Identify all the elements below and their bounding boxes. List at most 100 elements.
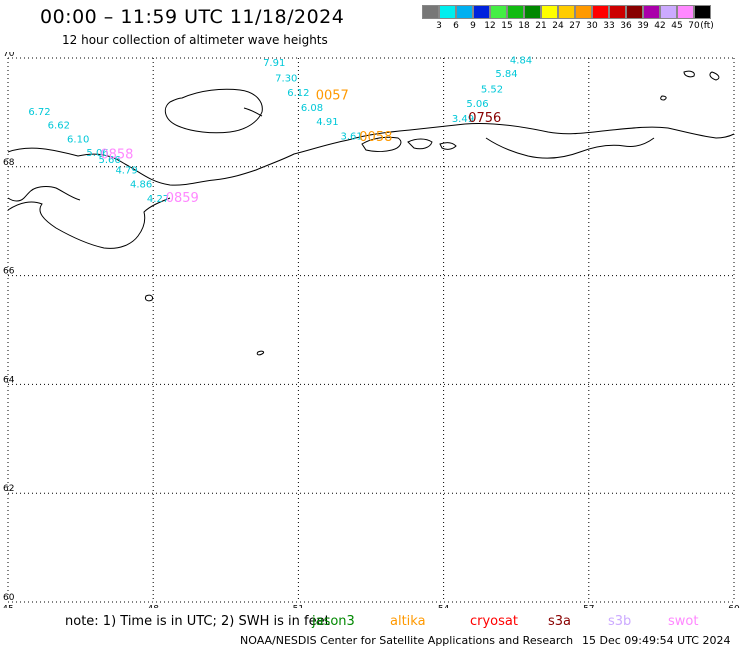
scale-swatch — [507, 5, 524, 19]
kolguev-island — [164, 88, 263, 134]
scale-swatch — [524, 5, 541, 19]
lat-tick-label: 66 — [3, 267, 15, 277]
scale-label: 6 — [453, 21, 459, 31]
scale-swatch — [490, 5, 507, 19]
lat-tick-label: 68 — [3, 158, 15, 168]
lat-tick-label: 60 — [3, 593, 15, 603]
islet-b — [256, 350, 265, 356]
swh-value-label: 6.08 — [301, 103, 323, 114]
swh-value-label: 7.30 — [275, 73, 297, 84]
islet-a — [145, 294, 153, 302]
scale-label: 9 — [470, 21, 476, 31]
credit-line: NOAA/NESDIS Center for Satellite Applica… — [240, 634, 574, 647]
kolguev-spit — [243, 107, 263, 117]
scale-swatch — [626, 5, 643, 19]
scale-swatch — [456, 5, 473, 19]
mezen-bay-coast — [7, 197, 171, 249]
map-subtitle: 12 hour collection of altimeter wave hei… — [62, 33, 328, 47]
scale-swatch — [592, 5, 609, 19]
mission-legend-item: s3a — [548, 614, 572, 629]
east-islets — [660, 70, 720, 101]
map-frame — [8, 58, 734, 602]
mission-legend-item: altika — [390, 614, 426, 629]
pass-time-label: 0756 — [468, 111, 501, 126]
swh-value-label: 3.49 — [452, 114, 474, 125]
coastline — [7, 70, 735, 356]
swh-value-label: 4.86 — [130, 179, 152, 190]
scale-swatch — [643, 5, 660, 19]
scale-swatch — [439, 5, 456, 19]
pass-time-label: 0057 — [316, 88, 349, 103]
swh-value-label: 3.61 — [341, 132, 363, 143]
scale-swatch — [677, 5, 694, 19]
pass-time-label: 0859 — [166, 191, 199, 206]
kanin-peninsula-coast — [7, 123, 466, 186]
swh-value-label: 5.52 — [481, 84, 503, 95]
lat-tick-label: 70 — [3, 52, 15, 59]
swh-value-label: 6.62 — [48, 121, 70, 132]
scale-swatch — [694, 5, 711, 19]
scale-label: 3 — [436, 21, 442, 31]
scale-swatch — [575, 5, 592, 19]
pechora-sea-coast — [464, 122, 735, 139]
swh-value-label: 5.84 — [495, 69, 517, 80]
lon-tick-label: 54 — [438, 605, 450, 608]
mission-legend-item: cryosat — [470, 614, 518, 629]
wave-height-labels: 7.91 7.30 6.12 6.08 4.913.61 6.72 6.62 6.10 5.06… — [28, 55, 532, 205]
mission-legend-item: s3b — [608, 614, 632, 629]
scale-label: 21 — [535, 21, 547, 31]
scale-swatch — [541, 5, 558, 19]
swh-value-label: 4.79 — [115, 165, 137, 176]
swh-value-label: 6.12 — [287, 88, 309, 99]
swh-value-label: 6.10 — [67, 134, 89, 145]
scale-label: 33 — [603, 21, 615, 31]
lat-tick-label: 64 — [3, 375, 15, 385]
mission-legend: jason3 altika cryosat s3a s3b swot — [0, 614, 740, 630]
lon-tick-label: 45 — [2, 605, 13, 608]
swh-value-label: 5.06 — [466, 99, 488, 110]
west-shore — [7, 186, 81, 202]
scale-label: 39 — [637, 21, 649, 31]
lat-tick-label: 62 — [3, 484, 14, 494]
scale-swatch — [609, 5, 626, 19]
lon-tick-label: 60 — [728, 605, 740, 608]
mission-legend-item: jason3 — [312, 614, 355, 629]
lon-tick-label: 57 — [583, 605, 594, 608]
mission-legend-item: swot — [668, 614, 699, 629]
graticule — [7, 57, 735, 603]
altimeter-map: 45 48 51 54 57 60 70 68 66 64 62 60 7.91 7.30 6.12 6.0… — [2, 52, 740, 608]
generated-timestamp: 15 Dec 09:49:54 UTC 2024 — [582, 634, 731, 647]
swh-value-label: 4.91 — [316, 117, 338, 128]
scale-label: 18 — [518, 21, 530, 31]
lon-tick-label: 48 — [147, 605, 159, 608]
map-title: 00:00 – 11:59 UTC 11/18/2024 — [40, 6, 345, 28]
scale-label: 30 — [586, 21, 598, 31]
swh-value-label: 6.72 — [28, 107, 50, 118]
scale-label: 70 — [688, 21, 700, 31]
pechora-delta-islands — [361, 136, 457, 152]
swh-value-label: 5.66 — [99, 155, 121, 166]
scale-label: 27 — [569, 21, 581, 31]
scale-swatch — [660, 5, 677, 19]
scale-label: 36 — [620, 21, 632, 31]
lon-tick-label: 51 — [293, 605, 304, 608]
color-scale-legend: 3 6 9 12 15 18 21 24 27 30 33 36 39 42 45 70 (ft) — [422, 5, 728, 37]
pass-time-label: 0858 — [100, 148, 133, 163]
mainland-east-coast — [485, 137, 655, 159]
scale-label: 12 — [484, 21, 496, 31]
scale-swatch — [473, 5, 490, 19]
scale-label: 42 — [654, 21, 666, 31]
swh-value-label: 4.84 — [510, 55, 532, 66]
scale-label: 15 — [501, 21, 513, 31]
footer-note: note: 1) Time is in UTC; 2) SWH is in fe… — [65, 614, 330, 629]
scale-unit: (ft) — [700, 21, 714, 31]
swh-value-label: 7.91 — [263, 58, 285, 69]
pass-time-labels: 0057 0058 0756 0858 0859 — [100, 88, 501, 206]
swh-value-label: 4.27 — [147, 194, 169, 205]
scale-label: 45 — [671, 21, 683, 31]
axis-tick-labels: 45 48 51 54 57 60 70 68 66 64 62 60 — [2, 52, 740, 608]
swh-value-label: 5.06 — [86, 148, 108, 159]
color-scale-bar — [422, 5, 728, 19]
scale-label: 24 — [552, 21, 564, 31]
scale-swatch — [422, 5, 439, 19]
